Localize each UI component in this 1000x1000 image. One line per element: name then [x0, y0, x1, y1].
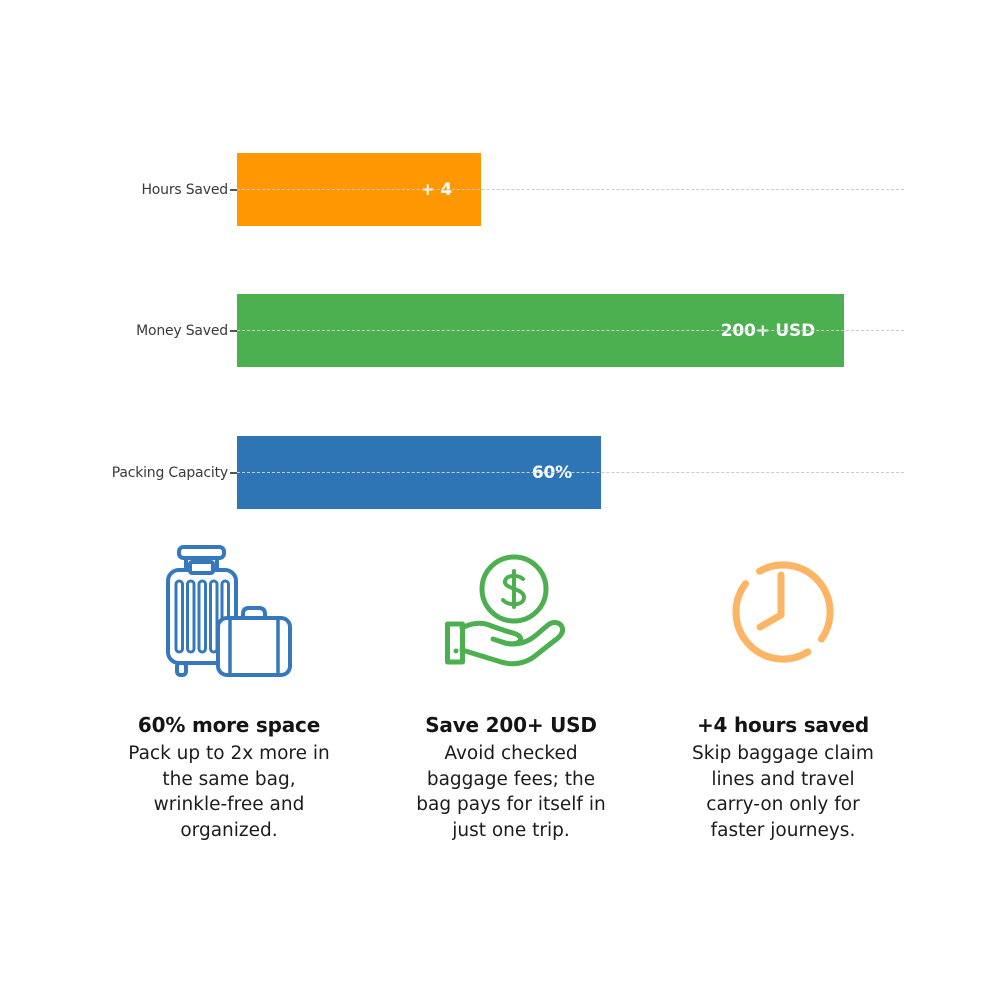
axis-tick — [230, 188, 237, 191]
bar-row-hours-saved: Hours Saved + 4 — [0, 153, 1000, 226]
dollar-hand-icon — [381, 545, 641, 685]
card-title-time: +4 hours saved — [696, 713, 870, 737]
card-body-money: Avoid checked baggage fees; the bag pays… — [416, 743, 606, 841]
card-title-money: Save 200+ USD — [425, 713, 597, 737]
category-label-packing-capacity: Packing Capacity — [111, 464, 228, 481]
category-label-hours-saved: Hours Saved — [141, 181, 228, 198]
benefit-card-time: +4 hours saved Skip baggage claim lines … — [653, 545, 913, 855]
category-label-money-saved: Money Saved — [136, 322, 228, 339]
benefit-card-space: 60% more space Pack up to 2x more in the… — [99, 545, 359, 855]
benefits-bar-chart: Hours Saved + 4 Money Saved 200+ USD Pac… — [0, 153, 1000, 509]
benefit-card-money: Save 200+ USD Avoid checked baggage fees… — [381, 545, 641, 855]
gridline — [237, 472, 904, 473]
axis-tick — [230, 471, 237, 474]
bar-row-money-saved: Money Saved 200+ USD — [0, 294, 1000, 367]
clock-icon — [653, 545, 913, 685]
bar-row-packing-capacity: Packing Capacity 60% — [0, 436, 1000, 509]
gridline — [237, 189, 904, 190]
card-title-space: 60% more space — [137, 713, 321, 737]
axis-tick — [230, 329, 237, 332]
luggage-icon — [99, 545, 359, 685]
gridline — [237, 330, 904, 331]
card-body-space: Pack up to 2x more in the same bag, wrin… — [128, 743, 330, 841]
card-body-time: Skip baggage claim lines and travel carr… — [692, 743, 874, 841]
